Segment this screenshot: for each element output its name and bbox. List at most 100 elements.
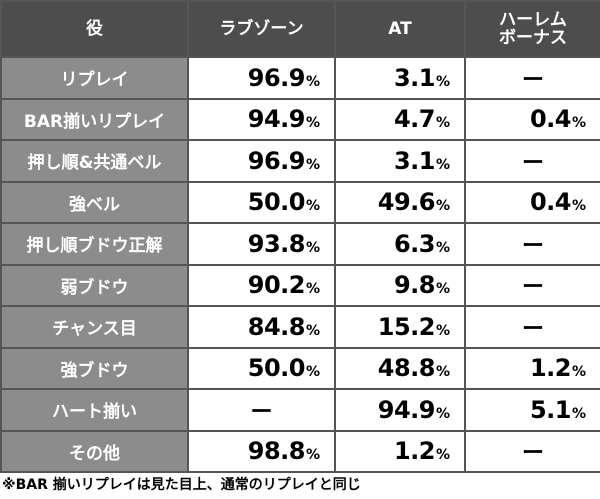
percent-sign: % [435, 281, 450, 298]
role-cell: 押し順ブドウ正解 [0, 222, 189, 266]
percent-sign: % [305, 156, 320, 173]
at-value: 94.9 [377, 395, 436, 424]
percent-sign: % [435, 447, 450, 464]
table-body: リプレイ 96.9% 3.1% ー BAR揃いリプレイ 94.9% 4.7% 0.4% 押し順&… [0, 56, 600, 473]
at-value-cell: 49.6% [334, 180, 466, 224]
percent-sign: % [435, 405, 450, 422]
percent-sign: % [435, 364, 450, 381]
percent-sign: % [435, 322, 450, 339]
love-value-cell: 90.2% [187, 263, 336, 307]
percent-sign: % [305, 281, 320, 298]
at-value-cell: 94.9% [334, 388, 466, 432]
at-value: 3.1 [393, 146, 436, 175]
harem-value: 0.4 [529, 105, 572, 134]
header-at: AT [334, 0, 466, 58]
love-value-cell: 98.8% [187, 429, 336, 473]
at-value: 9.8 [393, 271, 436, 300]
love-value: 96.9 [247, 63, 306, 92]
table-row: 押し順&共通ベル 96.9% 3.1% ー [0, 139, 600, 183]
at-value: 49.6 [377, 188, 436, 217]
dash-mark: ー [521, 316, 544, 342]
love-value-cell: 96.9% [187, 139, 336, 183]
harem-value-cell: 0.4% [464, 97, 600, 141]
percent-sign: % [571, 405, 586, 422]
percent-sign: % [571, 115, 586, 132]
love-value-cell: 50.0% [187, 180, 336, 224]
table-row: 弱ブドウ 90.2% 9.8% ー [0, 263, 600, 307]
role-cell: リプレイ [0, 56, 189, 100]
dash-mark: ー [521, 441, 544, 467]
love-value-cell: 50.0% [187, 346, 336, 390]
percent-sign: % [305, 73, 320, 90]
love-value: 84.8 [247, 312, 306, 341]
at-value-cell: 3.1% [334, 56, 466, 100]
percent-sign: % [305, 364, 320, 381]
header-harem-bonus-line1: ハーレム [499, 10, 567, 30]
at-value-cell: 9.8% [334, 263, 466, 307]
love-value: 90.2 [247, 271, 306, 300]
role-cell: 押し順&共通ベル [0, 139, 189, 183]
percent-sign: % [435, 73, 450, 90]
at-value-cell: 6.3% [334, 222, 466, 266]
harem-value-cell: ー [464, 305, 600, 349]
table-row: ハート揃いー 94.9% 5.1% [0, 388, 600, 432]
percent-sign: % [435, 156, 450, 173]
role-cell: 強ベル [0, 180, 189, 224]
dash-mark: ー [521, 67, 544, 93]
percent-sign: % [571, 364, 586, 381]
dash-mark: ー [250, 399, 273, 425]
love-value: 93.8 [247, 229, 306, 258]
percent-sign: % [435, 239, 450, 256]
percent-sign: % [305, 322, 320, 339]
footnote: ※BAR 揃いリプレイは見た目上、通常のリプレイと同じ [2, 477, 361, 493]
harem-value-cell: 0.4% [464, 180, 600, 224]
dash-mark: ー [521, 150, 544, 176]
percent-sign: % [571, 198, 586, 215]
percent-sign: % [305, 447, 320, 464]
love-value: 94.9 [247, 105, 306, 134]
role-cell: BAR揃いリプレイ [0, 97, 189, 141]
percent-sign: % [305, 198, 320, 215]
at-value-cell: 3.1% [334, 139, 466, 183]
at-value: 15.2 [377, 312, 436, 341]
header-harem-bonus: ハーレム ボーナス [464, 0, 600, 58]
table-row: その他 98.8% 1.2% ー [0, 429, 600, 473]
harem-value: 5.1 [529, 395, 572, 424]
harem-value-cell: ー [464, 429, 600, 473]
header-love-zone: ラブゾーン [187, 0, 336, 58]
percent-sign: % [305, 115, 320, 132]
at-value-cell: 48.8% [334, 346, 466, 390]
at-value: 6.3 [393, 229, 436, 258]
role-cell: チャンス目 [0, 305, 189, 349]
table-row: 押し順ブドウ正解 93.8% 6.3% ー [0, 222, 600, 266]
table-row: BAR揃いリプレイ 94.9% 4.7% 0.4% [0, 97, 600, 141]
at-value: 3.1 [393, 63, 436, 92]
header-role: 役 [0, 0, 189, 58]
love-value: 98.8 [247, 437, 306, 466]
at-value: 4.7 [393, 105, 436, 134]
harem-value-cell: ー [464, 56, 600, 100]
header-row: 役 ラブゾーン AT ハーレム ボーナス [0, 0, 600, 58]
harem-value-cell: 1.2% [464, 346, 600, 390]
harem-value: 0.4 [529, 188, 572, 217]
table-row: 強ベル 50.0% 49.6% 0.4% [0, 180, 600, 224]
harem-value-cell: ー [464, 263, 600, 307]
love-value: 50.0 [247, 188, 306, 217]
harem-value: 1.2 [529, 354, 572, 383]
probability-table: 役 ラブゾーン AT ハーレム ボーナス リプレイ 96.9% 3.1% ー BAR揃い… [0, 0, 600, 473]
dash-mark: ー [521, 275, 544, 301]
love-value-cell: 84.8% [187, 305, 336, 349]
at-value-cell: 4.7% [334, 97, 466, 141]
at-value-cell: 1.2% [334, 429, 466, 473]
harem-value-cell: 5.1% [464, 388, 600, 432]
role-cell: 強ブドウ [0, 346, 189, 390]
dash-mark: ー [521, 233, 544, 259]
table-row: リプレイ 96.9% 3.1% ー [0, 56, 600, 100]
at-value: 48.8 [377, 354, 436, 383]
harem-value-cell: ー [464, 139, 600, 183]
percent-sign: % [435, 115, 450, 132]
table-row: 強ブドウ 50.0% 48.8% 1.2% [0, 346, 600, 390]
love-value: 96.9 [247, 146, 306, 175]
role-cell: ハート揃い [0, 388, 189, 432]
love-value-cell: 94.9% [187, 97, 336, 141]
